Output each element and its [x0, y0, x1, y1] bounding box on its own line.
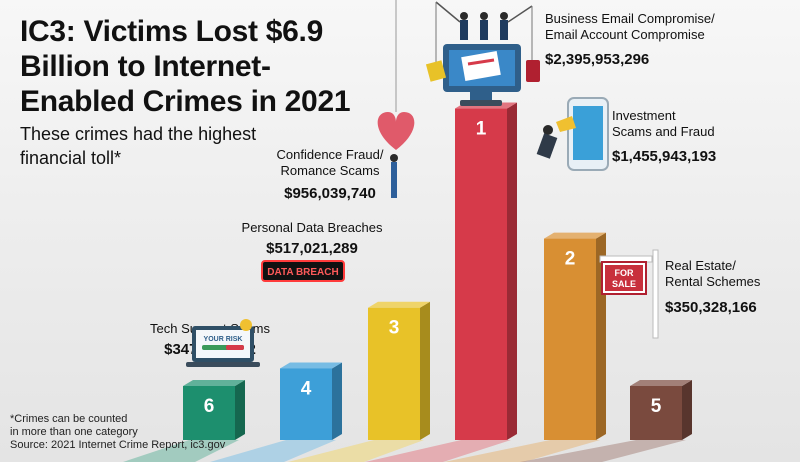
- bar-category-label: Romance Scams: [281, 163, 380, 178]
- bar-front: [183, 386, 235, 440]
- bar-category-label: Confidence Fraud/: [277, 147, 384, 162]
- bar-front: [544, 238, 596, 440]
- thief-body: [536, 133, 558, 159]
- heart-balloon-icon: [377, 0, 415, 198]
- fishing-rod: [435, 1, 461, 23]
- bar-front: [630, 386, 682, 440]
- bar-side: [332, 362, 342, 440]
- bait-bag: [526, 60, 540, 82]
- bar-top: [280, 362, 342, 369]
- data-breach-sign-icon: DATA BREACH: [261, 260, 345, 282]
- bar-side: [420, 301, 430, 440]
- bar-value-label: $517,021,289: [266, 240, 358, 257]
- bar-5: 5: [630, 380, 692, 440]
- bar-value-label: $2,395,953,296: [545, 51, 649, 68]
- footnote-line-1: *Crimes can be counted: [10, 413, 128, 425]
- source-note: Source: 2021 Internet Crime Report, ic3.…: [10, 439, 226, 451]
- laptop-phishing-icon: [443, 44, 521, 106]
- bar-category-label: Personal Data Breaches: [242, 220, 383, 235]
- angler-body: [480, 20, 488, 40]
- bar-rank-label: 1: [476, 119, 487, 140]
- thief-phone-icon: [536, 97, 609, 171]
- footnote-line-2: in more than one category: [10, 426, 138, 438]
- risk-meter-high: [226, 345, 244, 350]
- email-line: [467, 58, 495, 66]
- bar-value-label: $350,328,166: [665, 299, 757, 316]
- bar-category-label: Investment: [612, 108, 676, 123]
- floor-stripe: [365, 440, 511, 462]
- risk-laptop-display: [196, 330, 250, 358]
- bar-front: [368, 307, 420, 440]
- bar-category-label: Rental Schemes: [665, 274, 761, 289]
- bar-top: [630, 380, 692, 386]
- bar-rank-label: 3: [389, 318, 400, 339]
- laptop-base: [460, 100, 502, 106]
- bar-top: [544, 232, 606, 239]
- risk-meter-laptop-icon: YOUR RISK: [186, 319, 260, 367]
- bar-front: [280, 368, 332, 440]
- bar-front: [455, 108, 507, 441]
- angler-body: [460, 20, 468, 40]
- email-card: [461, 51, 501, 81]
- sign-post: [652, 249, 659, 339]
- floor-stripe: [288, 440, 424, 462]
- bar-value-label: $1,455,943,193: [612, 148, 716, 165]
- bait-envelope: [425, 60, 447, 82]
- shield-badge: [240, 319, 252, 331]
- data-breach-sign: [261, 260, 345, 282]
- bar-category-label: Real Estate/: [665, 258, 736, 273]
- bar-1: 1: [455, 102, 517, 441]
- angler-head: [460, 12, 468, 20]
- infographic-subtitle: These crimes had the highest financial t…: [20, 124, 257, 168]
- bar-rank-label: 5: [651, 396, 662, 417]
- floor-stripe: [520, 440, 686, 462]
- person-body: [391, 162, 397, 198]
- heart-shape: [377, 112, 415, 150]
- sale-text: SALE: [612, 279, 636, 289]
- angler-body: [500, 20, 508, 40]
- for-text: FOR: [615, 268, 634, 278]
- bar-side: [507, 102, 517, 441]
- data-breach-text: DATA BREACH: [267, 267, 338, 278]
- bar-3: 3: [368, 301, 430, 440]
- thief-head: [543, 125, 553, 135]
- phone-screen: [573, 106, 603, 160]
- bar-2: 2: [544, 232, 606, 440]
- bar-rank-label: 4: [301, 378, 312, 399]
- bar-category-label: Scams and Fraud: [612, 124, 715, 139]
- fishing-rod: [507, 5, 533, 23]
- bar-rank-label: 6: [204, 396, 215, 417]
- bar-top: [183, 380, 245, 386]
- floor-stripes: [123, 440, 686, 462]
- sale-board-fill: [605, 265, 643, 291]
- footnote: *Crimes can be counted in more than one …: [10, 413, 270, 452]
- laptop-stand: [470, 92, 492, 102]
- money-bag: [556, 116, 576, 132]
- angler-head: [500, 12, 508, 20]
- person-head: [390, 154, 398, 162]
- angler-head: [480, 12, 488, 20]
- bar-4: 4: [280, 362, 342, 440]
- floor-stripe: [444, 440, 600, 462]
- risk-laptop-base: [186, 362, 260, 367]
- bar-category-label: Business Email Compromise/: [545, 11, 715, 26]
- bar-value-label: $956,039,740: [284, 185, 376, 202]
- bar-side: [235, 380, 245, 440]
- floor-stripe: [123, 440, 239, 462]
- infographic-title: IC3: Victims Lost $6.9 Billion to Intern…: [20, 15, 351, 118]
- bar-rank-label: 2: [565, 249, 576, 270]
- anglers-fishing-icon: [425, 1, 540, 82]
- floor-stripe: [210, 440, 336, 462]
- bar-top: [368, 301, 430, 308]
- bar-side: [682, 380, 692, 440]
- bar-6: 6: [183, 380, 245, 440]
- your-risk-text: YOUR RISK: [204, 336, 243, 343]
- bar-category-label: Email Account Compromise: [545, 27, 705, 42]
